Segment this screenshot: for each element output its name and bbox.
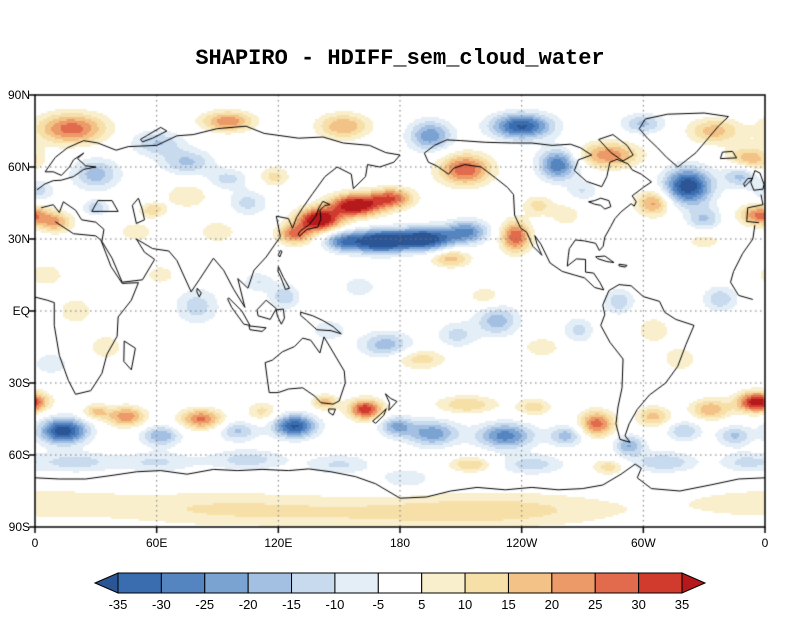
y-axis-label: EQ [12, 304, 30, 318]
colorbar-label: -5 [373, 597, 385, 612]
colorbar-right-arrow [681, 572, 707, 594]
x-axis-label: 120E [264, 536, 293, 550]
colorbar-box [291, 572, 336, 594]
colorbar-box [594, 572, 640, 594]
x-axis-label: 0 [31, 536, 39, 550]
y-axis-label: 30N [7, 232, 30, 246]
y-axis-label: 60S [8, 448, 30, 462]
colorbar-label: -30 [152, 597, 171, 612]
colorbar-label: -15 [282, 597, 301, 612]
x-axis-label: 0 [761, 536, 769, 550]
colorbar-box [551, 572, 596, 594]
colorbar-box [638, 572, 683, 594]
colorbar-label: 35 [675, 597, 689, 612]
colorbar-box [204, 572, 249, 594]
colorbar-label: 20 [545, 597, 559, 612]
x-axis-label: 60W [630, 536, 656, 550]
x-axis-label: 180 [389, 536, 411, 550]
colorbar-label: 30 [631, 597, 645, 612]
colorbar-label: 15 [501, 597, 515, 612]
colorbar-label: 25 [588, 597, 602, 612]
colorbar-label: -20 [239, 597, 258, 612]
colorbar-box [117, 572, 162, 594]
map-canvas [27, 87, 773, 535]
colorbar-box [421, 572, 466, 594]
colorbar-label: -35 [109, 597, 128, 612]
x-axis-label: 60E [145, 536, 168, 550]
colorbar-label: 5 [418, 597, 425, 612]
y-axis-label: 30S [8, 376, 30, 390]
y-axis-label: 60N [7, 160, 30, 174]
x-axis-label: 120W [505, 536, 538, 550]
y-axis-label: 90N [7, 88, 30, 102]
colorbar-label: -25 [195, 597, 214, 612]
colorbar-label: 10 [458, 597, 472, 612]
colorbar-box [334, 572, 379, 594]
colorbar: -35 -30 -25 -20 -15 -10 -5 5 10 15 20 25 30 35 [93, 572, 707, 612]
colorbar-label: -10 [326, 597, 345, 612]
y-axis-label: 90S [8, 520, 30, 534]
plot-title: SHAPIRO - HDIFF_sem_cloud_water [195, 46, 605, 71]
colorbar-left-arrow [93, 572, 119, 594]
colorbar-box [377, 572, 423, 594]
colorbar-box [160, 572, 206, 594]
colorbar-box [247, 572, 293, 594]
colorbar-box [464, 572, 509, 594]
colorbar-box [507, 572, 553, 594]
